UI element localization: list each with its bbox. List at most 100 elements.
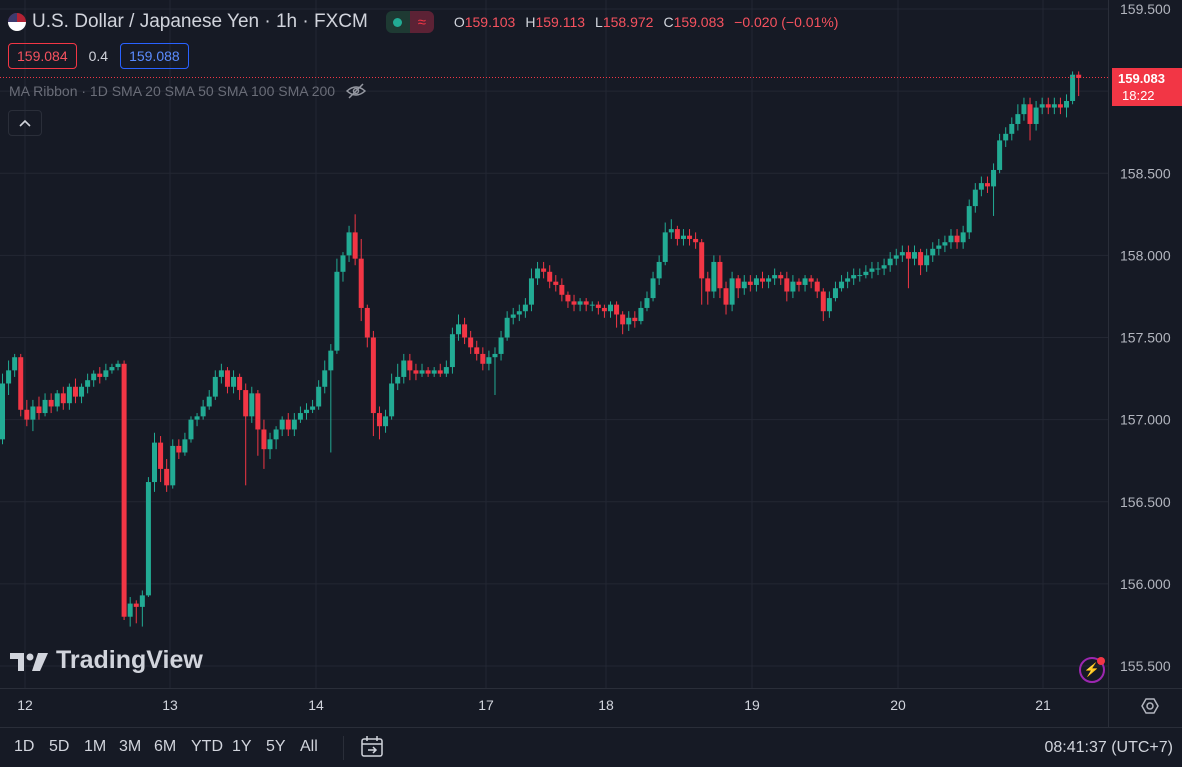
price-tick-label: 156.500: [1120, 494, 1171, 510]
candle-body: [358, 258, 364, 308]
symbol-title[interactable]: U.S. Dollar / Japanese Yen · 1h · FXCM: [32, 11, 368, 32]
candle: [717, 255, 723, 299]
candle-body: [930, 248, 936, 256]
candle-body: [899, 252, 905, 256]
settings-icon[interactable]: [1140, 696, 1160, 716]
lightning-icon[interactable]: ⚡: [1079, 657, 1105, 683]
ohlc-close: C159.083: [663, 14, 725, 30]
range-ytd[interactable]: YTD: [191, 738, 223, 755]
candle: [784, 271, 790, 302]
candle: [510, 307, 516, 325]
candle-body: [285, 419, 291, 430]
candle-body: [693, 238, 699, 243]
candle-body: [328, 350, 334, 371]
range-3m[interactable]: 3M: [119, 738, 142, 755]
candle-body: [723, 288, 729, 305]
range-5y[interactable]: 5Y: [266, 738, 286, 755]
candle: [316, 380, 322, 410]
candle-body: [960, 232, 966, 243]
candle-body: [680, 235, 686, 239]
candle: [170, 439, 176, 489]
candle: [0, 373, 5, 445]
candle: [85, 373, 91, 394]
ohlc-change: −0.020 (−0.01%): [734, 14, 839, 30]
candle: [541, 261, 547, 279]
candle-body: [255, 393, 261, 430]
candle-body: [133, 603, 139, 607]
candle-body: [978, 183, 984, 190]
price-tick-label: 159.500: [1120, 1, 1171, 17]
candle: [352, 214, 358, 266]
candle: [18, 353, 24, 417]
candle: [705, 271, 711, 305]
candle: [747, 275, 753, 292]
candle: [304, 403, 309, 420]
candle: [492, 347, 498, 395]
candle: [1003, 127, 1009, 147]
candle-body: [304, 409, 309, 414]
candle-body: [535, 268, 541, 279]
buy-button[interactable]: 159.088: [120, 43, 189, 69]
candle: [796, 278, 802, 292]
candle-body: [790, 281, 796, 292]
candle: [632, 311, 638, 328]
tradingview-logo[interactable]: TradingView: [10, 646, 203, 675]
candle: [978, 176, 984, 197]
range-6m[interactable]: 6M: [154, 738, 177, 755]
candle: [176, 439, 182, 460]
candle: [1021, 97, 1027, 121]
candle-body: [12, 357, 18, 371]
calendar-goto-icon[interactable]: [360, 734, 386, 760]
candle: [1045, 97, 1051, 115]
time-tick-label: 12: [17, 697, 33, 713]
candle-body: [851, 275, 857, 279]
market-status-pill[interactable]: ≈: [385, 11, 434, 33]
candle: [1039, 97, 1045, 115]
candle: [474, 340, 480, 361]
candle: [376, 406, 382, 440]
collapse-legend-button[interactable]: [8, 110, 42, 136]
candle: [395, 363, 401, 391]
grid-lines: [0, 0, 1182, 727]
candle: [12, 353, 18, 377]
candle-body: [145, 482, 151, 596]
candle: [753, 275, 759, 292]
eye-hidden-icon[interactable]: [345, 83, 367, 99]
range-all[interactable]: All: [300, 738, 318, 755]
candle-body: [1039, 104, 1045, 108]
candle: [912, 245, 917, 266]
candle-body: [170, 445, 176, 486]
price-chart[interactable]: 159.500159.000158.500158.000157.500157.0…: [0, 0, 1182, 727]
time-axis[interactable]: 12 13 14 17 18 19 20 21: [17, 697, 1051, 713]
candle-body: [91, 373, 97, 381]
clock-timezone[interactable]: 08:41:37 (UTC+7): [1044, 739, 1173, 756]
range-1y[interactable]: 1Y: [232, 738, 252, 755]
price-axis[interactable]: 159.500159.000158.500158.000157.500157.0…: [1120, 1, 1171, 674]
range-5d[interactable]: 5D: [49, 738, 70, 755]
candle: [553, 275, 559, 292]
candle: [267, 432, 273, 460]
candle: [620, 311, 626, 335]
time-tick-label: 21: [1035, 697, 1051, 713]
candle: [832, 281, 838, 302]
candle: [103, 363, 109, 381]
range-1d[interactable]: 1D: [14, 738, 35, 755]
candle: [340, 252, 346, 282]
candle: [243, 383, 249, 486]
candle: [522, 298, 528, 318]
candle: [851, 268, 857, 285]
candle: [24, 399, 30, 427]
sell-button[interactable]: 159.084: [8, 43, 77, 69]
candle: [723, 281, 729, 315]
candle-body: [389, 383, 395, 417]
candle-body: [766, 278, 772, 282]
candle-body: [115, 363, 121, 368]
market-open-icon: [385, 11, 410, 33]
range-1m[interactable]: 1M: [84, 738, 107, 755]
indicator-legend[interactable]: MA Ribbon · 1D SMA 20 SMA 50 SMA 100 SMA…: [9, 83, 367, 99]
candle-body: [839, 281, 845, 289]
candle-body: [808, 278, 814, 282]
candle-body: [212, 376, 218, 397]
candle-body: [30, 406, 36, 420]
time-tick-label: 20: [890, 697, 906, 713]
